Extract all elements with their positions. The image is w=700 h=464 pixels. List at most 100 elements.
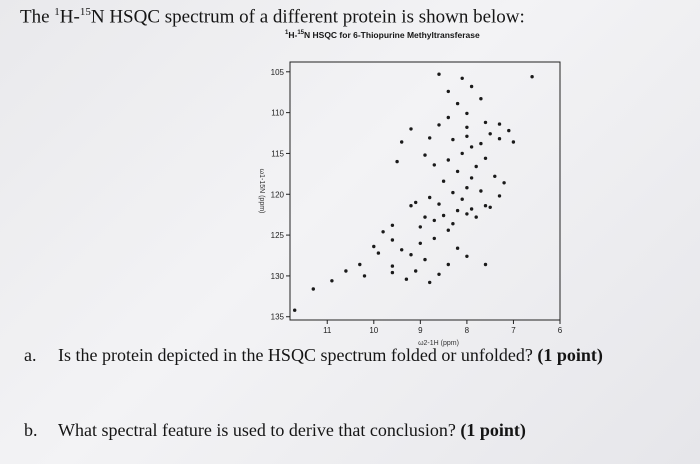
peak-point	[446, 115, 450, 120]
peak-point	[530, 75, 534, 79]
peak-point	[497, 122, 502, 126]
peak-point	[511, 140, 516, 144]
y-axis-label: ω1-15N (ppm)	[258, 169, 265, 214]
peak-point	[465, 254, 469, 258]
peak-point	[488, 132, 492, 136]
y-tick-label: 125	[271, 231, 285, 240]
question-b: b. What spectral feature is used to deriv…	[24, 420, 526, 440]
peak-point	[483, 120, 488, 125]
peak-point	[372, 244, 376, 249]
peak-point	[455, 246, 460, 250]
peak-point	[418, 241, 422, 245]
peak-point	[479, 97, 483, 101]
peak-point	[502, 181, 506, 185]
y-tick-label: 130	[271, 272, 285, 281]
y-tick-label: 115	[271, 149, 284, 158]
peak-point	[483, 156, 488, 160]
peak-point	[451, 190, 455, 195]
peak-point	[432, 163, 436, 167]
peak-point	[488, 205, 492, 209]
peak-point	[428, 195, 432, 200]
figure-title: 1H-15N HSQC for 6-Thiopurine Methyltrans…	[285, 30, 480, 40]
y-tick-label: 105	[271, 68, 285, 77]
peak-point	[400, 140, 404, 144]
peak-point	[344, 269, 348, 273]
peak-point	[460, 197, 464, 201]
hsqc-figure: 1H-15N HSQC for 6-Thiopurine Methyltrans…	[245, 30, 565, 360]
peak-point	[469, 176, 474, 180]
peak-point	[497, 137, 502, 141]
peak-point	[446, 228, 450, 232]
peak-point	[446, 158, 450, 162]
peak-point	[432, 236, 436, 241]
hsqc-plot: 105 110 115 120 125 130 135 11 10 9 8 7 6 ω1-15N (pp…	[258, 61, 563, 347]
peak-point	[418, 225, 422, 229]
axis-ticks: 105 110 115 120 125 130 135 11 10 9 8 7 6	[271, 68, 563, 335]
peak-point	[465, 111, 469, 116]
peak-point	[409, 253, 413, 257]
peak-point	[460, 76, 464, 80]
peak-point	[441, 213, 446, 218]
peak-point	[311, 287, 315, 291]
peak-point	[376, 251, 381, 255]
peak-point	[432, 218, 436, 223]
peak-point	[437, 272, 441, 276]
peak-point	[460, 151, 464, 156]
peak-point	[423, 153, 427, 157]
peak-point	[428, 136, 432, 140]
peak-point	[455, 208, 460, 213]
peak-point	[507, 128, 511, 133]
peak-point	[428, 280, 432, 285]
peak-point	[381, 230, 385, 234]
x-tick-label: 10	[369, 326, 378, 335]
peak-point	[293, 308, 297, 312]
peak-point	[474, 215, 478, 219]
peak-point	[483, 204, 488, 208]
x-axis-label: ω2-1H (ppm)	[418, 340, 459, 347]
peak-point	[441, 179, 446, 183]
x-tick-label: 9	[418, 326, 423, 335]
peak-point	[409, 204, 413, 208]
peak-point	[400, 248, 404, 252]
peak-point	[390, 223, 395, 227]
peak-point	[465, 134, 469, 138]
peak-point	[474, 164, 478, 169]
peak-point	[469, 207, 474, 211]
peak-point	[437, 202, 441, 206]
peak-point	[437, 72, 441, 76]
peak-point	[483, 262, 488, 267]
peak-point	[497, 194, 502, 198]
peak-point	[362, 274, 367, 278]
peak-point	[469, 145, 474, 149]
peak-point	[455, 101, 460, 106]
peak-point	[423, 215, 427, 219]
question-a: a. Is the protein depicted in the HSQC sp…	[24, 345, 603, 365]
peak-point	[479, 141, 483, 146]
peak-point	[479, 189, 483, 193]
peak-point	[358, 262, 362, 267]
peak-point	[414, 200, 418, 205]
y-tick-label: 110	[271, 109, 284, 118]
peak-point	[493, 174, 497, 178]
x-tick-label: 7	[511, 326, 516, 335]
peaks	[293, 72, 534, 312]
x-tick-label: 6	[558, 326, 563, 335]
plot-frame	[289, 61, 561, 321]
peak-point	[465, 186, 469, 190]
peak-point	[455, 169, 460, 174]
peak-point	[409, 127, 413, 131]
peak-point	[465, 125, 469, 129]
y-tick-label: 120	[271, 190, 285, 199]
peak-point	[404, 277, 409, 281]
peak-point	[414, 269, 418, 273]
peak-point	[446, 262, 450, 267]
peak-point	[446, 89, 450, 94]
peak-point	[451, 222, 455, 226]
peak-point	[395, 159, 399, 164]
peak-point	[330, 279, 334, 283]
peak-point	[390, 270, 395, 275]
x-tick-label: 11	[323, 326, 332, 335]
peak-point	[390, 238, 395, 242]
peak-point	[437, 123, 441, 127]
peak-point	[469, 84, 474, 89]
